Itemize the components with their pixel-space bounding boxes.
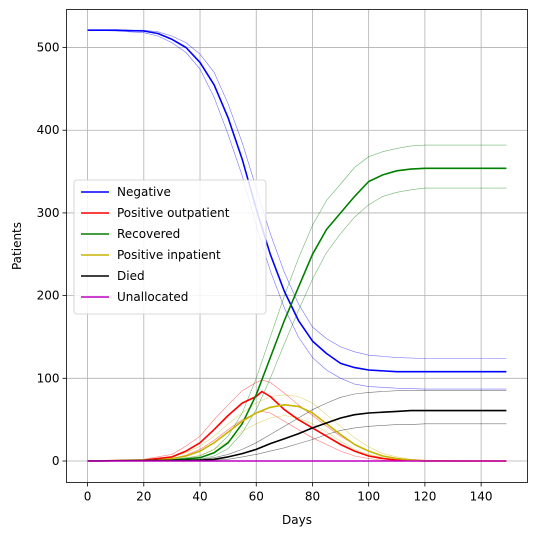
- x-tick-label: 0: [84, 490, 92, 504]
- x-tick-label: 40: [192, 490, 207, 504]
- legend-box: [73, 179, 267, 315]
- x-tick-label: 140: [470, 490, 493, 504]
- band-lower-positive-inpatient: [87, 415, 507, 462]
- x-tick-label: 120: [413, 490, 436, 504]
- x-tick-label: 20: [136, 490, 151, 504]
- band-upper-recovered: [87, 144, 507, 462]
- legend-label-unallocated: Unallocated: [117, 290, 188, 304]
- series-line-positive-inpatient: [87, 404, 507, 462]
- band-upper-positive-inpatient: [87, 394, 507, 462]
- y-tick-label: 200: [37, 289, 60, 303]
- band-upper-died: [87, 390, 507, 462]
- series-line-positive-outpatient: [87, 390, 507, 462]
- x-axis-label: Days: [282, 513, 312, 527]
- y-tick-label: 500: [37, 41, 60, 55]
- series-line-recovered: [87, 167, 507, 462]
- legend-label-positive-inpatient: Positive inpatient: [117, 248, 221, 262]
- y-axis-label: Patients: [10, 222, 24, 270]
- x-tick-label: 60: [249, 490, 264, 504]
- legend-label-recovered: Recovered: [117, 227, 180, 241]
- x-axis-ticks: 0 20 40 60 80 100 120 140: [84, 482, 493, 504]
- series-line-died: [87, 409, 507, 462]
- legend-label-negative: Negative: [117, 185, 171, 199]
- band-lower-positive-outpatient: [87, 411, 507, 462]
- plot-frame: [66, 9, 528, 483]
- x-tick-label: 100: [357, 490, 380, 504]
- y-tick-label: 100: [37, 371, 60, 385]
- y-tick-label: 300: [37, 206, 60, 220]
- legend-label-died: Died: [117, 269, 145, 283]
- legend: Negative Positive outpatient Recovered Posi…: [73, 179, 267, 315]
- x-tick-label: 80: [305, 490, 320, 504]
- legend-label-positive-outpatient: Positive outpatient: [117, 206, 230, 220]
- y-axis-ticks: 0 100 200 300 400 500: [37, 41, 67, 468]
- band-lower-recovered: [87, 187, 507, 462]
- band-lower-died: [87, 423, 507, 462]
- y-tick-label: 0: [52, 454, 60, 468]
- y-tick-label: 400: [37, 123, 60, 137]
